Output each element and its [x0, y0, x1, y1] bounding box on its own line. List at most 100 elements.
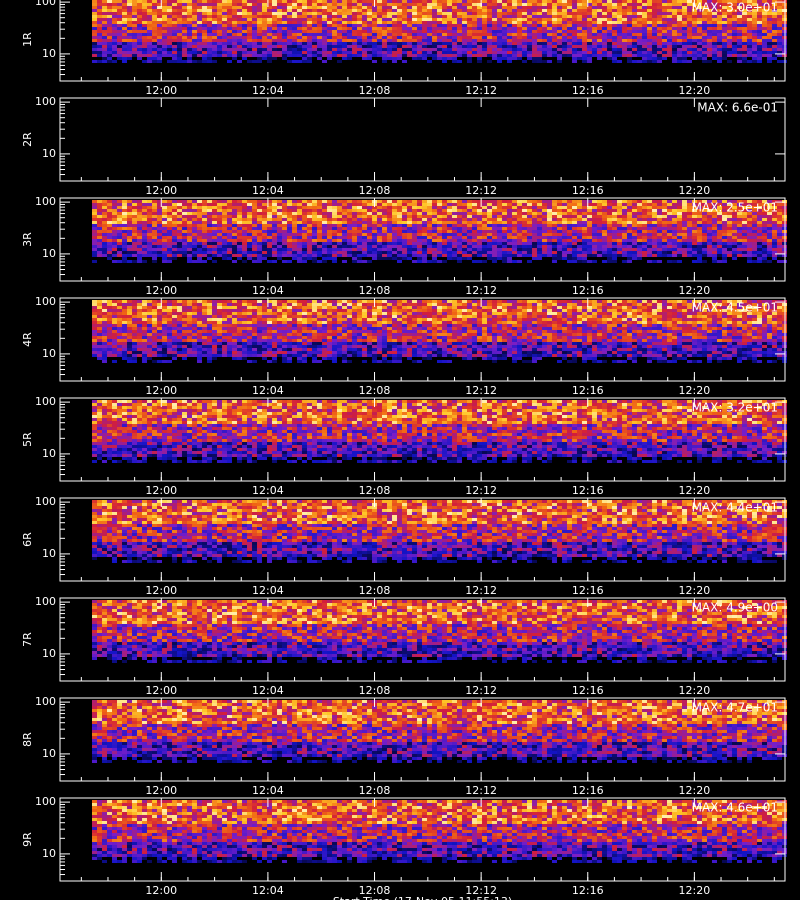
spectrogram-cell: [282, 230, 287, 233]
spectrogram-cell: [227, 239, 232, 242]
spectrogram-cell: [512, 218, 517, 221]
spectrogram-cell: [382, 242, 387, 245]
spectrogram-cell: [112, 242, 117, 245]
spectrogram-cell: [207, 227, 212, 230]
spectrogram-cell: [267, 242, 272, 245]
spectrogram-cell: [732, 0, 737, 3]
spectrogram-cell: [152, 236, 157, 239]
spectrogram-cell: [312, 3, 317, 6]
spectrogram-cell: [302, 57, 307, 60]
spectrogram-cell: [747, 206, 752, 209]
spectrogram-cell: [572, 6, 577, 9]
spectrogram-cell: [592, 54, 597, 57]
spectrogram-cell: [567, 212, 572, 215]
spectrogram-cell: [507, 60, 512, 63]
spectrogram-cell: [407, 0, 412, 3]
spectrogram-cell: [442, 203, 447, 206]
spectrogram-cell: [592, 203, 597, 206]
spectrogram-cell: [722, 233, 727, 236]
spectrogram-cell: [362, 18, 367, 21]
spectrogram-cell: [677, 27, 682, 30]
spectrogram-cell: [407, 45, 412, 48]
spectrogram-cell: [517, 30, 522, 33]
spectrogram-cell: [272, 39, 277, 42]
spectrogram-cell: [697, 45, 702, 48]
spectrogram-cell: [377, 230, 382, 233]
spectrogram-cell: [157, 27, 162, 30]
spectrogram-cell: [712, 236, 717, 239]
spectrogram-cell: [462, 242, 467, 245]
spectrogram-cell: [467, 33, 472, 36]
spectrogram-cell: [392, 51, 397, 54]
spectrogram-cell: [547, 45, 552, 48]
spectrogram-cell: [132, 242, 137, 245]
spectrogram-cell: [772, 236, 777, 239]
spectrogram-cell: [272, 224, 277, 227]
spectrogram-cell: [257, 15, 262, 18]
spectrogram-cell: [607, 42, 612, 45]
spectrogram-cell: [97, 9, 102, 12]
spectrogram-cell: [392, 215, 397, 218]
spectrogram-cell: [217, 45, 222, 48]
spectrogram-cell: [612, 206, 617, 209]
spectrogram-cell: [582, 51, 587, 54]
spectrogram-cell: [577, 24, 582, 27]
spectrogram-cell: [617, 51, 622, 54]
spectrogram-cell: [417, 21, 422, 24]
spectrogram-cell: [432, 18, 437, 21]
spectrogram-cell: [372, 18, 377, 21]
spectrogram-cell: [287, 12, 292, 15]
spectrogram-cell: [497, 236, 502, 239]
spectrogram-cell: [662, 30, 667, 33]
spectrogram-cell: [777, 218, 782, 221]
spectrogram-cell: [197, 239, 202, 242]
spectrogram-cell: [337, 42, 342, 45]
spectrogram-cell: [737, 227, 742, 230]
spectrogram-cell: [427, 15, 432, 18]
spectrogram-cell: [777, 221, 782, 224]
spectrogram-cell: [237, 3, 242, 6]
spectrogram-cell: [122, 24, 127, 27]
spectrogram-cell: [192, 51, 197, 54]
spectrogram-cell: [322, 224, 327, 227]
spectrogram-cell: [492, 230, 497, 233]
spectrogram-cell: [677, 236, 682, 239]
spectrogram-cell: [402, 54, 407, 57]
spectrogram-cell: [252, 209, 257, 212]
spectrogram-cell: [387, 18, 392, 21]
spectrogram-cell: [547, 3, 552, 6]
spectrogram-cell: [582, 54, 587, 57]
spectrogram-cell: [397, 227, 402, 230]
spectrogram-cell: [702, 39, 707, 42]
spectrogram-cell: [437, 236, 442, 239]
spectrogram-cell: [292, 236, 297, 239]
spectrogram-cell: [92, 27, 97, 30]
spectrogram-cell: [427, 9, 432, 12]
spectrogram-cell: [432, 45, 437, 48]
spectrogram-cell: [602, 42, 607, 45]
spectrogram-cell: [417, 18, 422, 21]
spectrogram-cell: [667, 39, 672, 42]
spectrogram-cell: [122, 206, 127, 209]
spectrogram-cell: [247, 209, 252, 212]
spectrogram-cell: [137, 24, 142, 27]
spectrogram-cell: [127, 239, 132, 242]
spectrogram-cell: [682, 54, 687, 57]
spectrogram-cell: [222, 30, 227, 33]
spectrogram-cell: [392, 18, 397, 21]
spectrogram-cell: [407, 30, 412, 33]
spectrogram-cell: [437, 0, 442, 3]
spectrogram-cell: [357, 6, 362, 9]
spectrogram-cell: [157, 206, 162, 209]
spectrogram-cell: [722, 236, 727, 239]
spectrogram-cell: [197, 18, 202, 21]
spectrogram-cell: [547, 33, 552, 36]
spectrogram-cell: [447, 15, 452, 18]
spectrogram-cell: [357, 33, 362, 36]
spectrogram-cell: [377, 212, 382, 215]
spectrogram-cell: [502, 42, 507, 45]
spectrogram-cell: [617, 39, 622, 42]
spectrogram-cell: [177, 51, 182, 54]
spectrogram-cell: [227, 54, 232, 57]
spectrogram-cell: [147, 51, 152, 54]
